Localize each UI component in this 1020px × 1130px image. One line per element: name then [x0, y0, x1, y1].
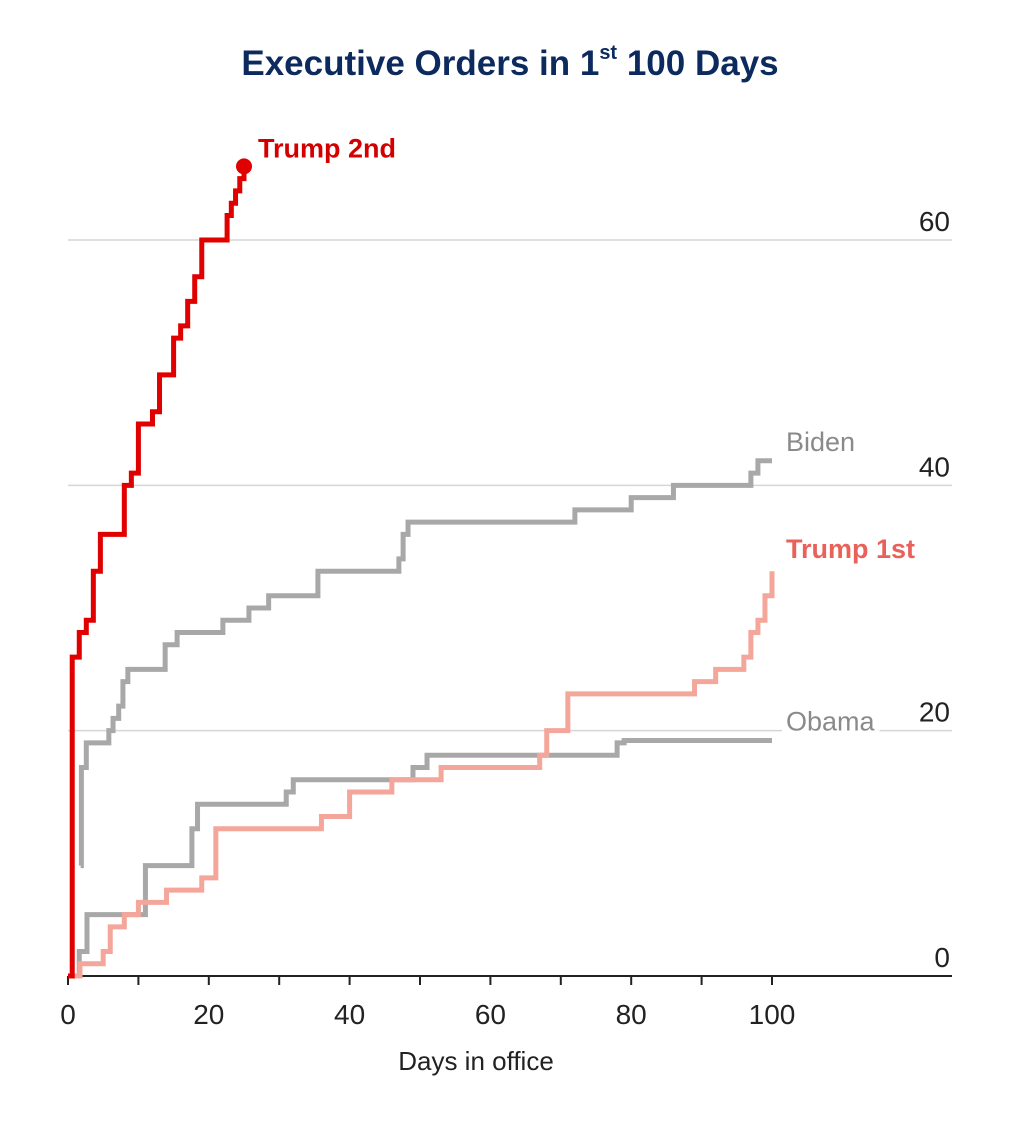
- x-tick-label: 20: [193, 999, 224, 1030]
- series-line-biden: [78, 458, 772, 869]
- y-tick-label: 60: [919, 206, 950, 237]
- series-line-trump-1st: [68, 571, 775, 979]
- series-end-marker-trump-2nd: [236, 158, 252, 175]
- series-label-trump-1st: Trump 1st: [786, 534, 915, 564]
- x-axis-title: Days in office: [398, 1046, 554, 1076]
- series-label-trump-2nd: Trump 2nd: [258, 133, 396, 163]
- series-label-obama: Obama: [786, 706, 876, 736]
- series-labels: Obama Trump 1st Biden Trump 2nd: [258, 133, 915, 739]
- chart-title: Executive Orders in 1st 100 Days: [241, 42, 779, 83]
- y-tick-label: 40: [919, 451, 950, 482]
- axes: 0 20 40 60 0 20 40 60 80 100: [60, 206, 952, 1030]
- x-tick-label: 80: [616, 999, 647, 1030]
- x-tick-label: 100: [749, 999, 796, 1030]
- y-tick-label: 20: [919, 697, 950, 728]
- y-tick-label: 0: [934, 942, 950, 973]
- series-lines: [68, 158, 775, 979]
- series-label-biden: Biden: [786, 427, 855, 457]
- series-line-trump-2nd: [68, 166, 247, 979]
- x-tick-label: 60: [475, 999, 506, 1030]
- series-label-background: [782, 704, 880, 739]
- series-line-obama: [76, 737, 772, 979]
- x-tick-label: 0: [60, 999, 76, 1030]
- gridlines: [68, 239, 952, 732]
- x-tick-label: 40: [334, 999, 365, 1030]
